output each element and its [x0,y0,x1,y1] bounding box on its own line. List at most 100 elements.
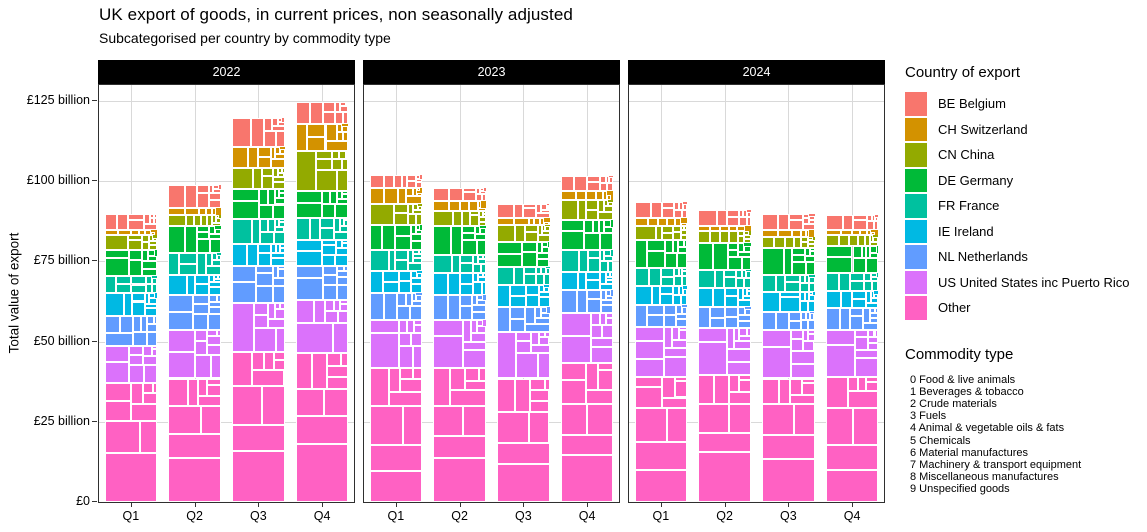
x-tick-mark [587,503,589,507]
gridline-y [99,341,354,343]
treemap-cell [872,281,879,292]
treemap-cell [537,234,550,242]
treemap-cell [870,298,879,303]
treemap-cell [209,286,221,296]
treemap-cell [322,275,338,286]
treemap-cell [840,229,853,235]
treemap-cell [729,403,751,434]
treemap-cell [586,289,602,300]
treemap-cell [811,232,815,235]
treemap-cell [216,255,221,261]
treemap-cell [415,178,422,182]
y-tick-mark [92,420,97,422]
treemap-cell [790,378,803,395]
treemap-cell [736,225,745,231]
treemap-cell [327,376,349,390]
treemap-cell [560,231,585,250]
treemap-cell [149,213,154,219]
treemap-cell [277,168,282,174]
treemap-cell [746,328,751,336]
treemap-cell [186,214,194,227]
treemap-cell [538,336,550,346]
treemap-cell [539,297,550,307]
commodity-legend-items: 0 Food & live animals 1 Beverages & tobac… [910,374,1145,496]
treemap-cell [651,286,661,305]
treemap-cell [728,257,742,271]
treemap-cell [607,199,614,202]
x-tick-label: Q2 [186,509,203,523]
treemap-cell [388,249,396,272]
treemap-cell [476,319,484,327]
treemap-cell [480,201,484,206]
treemap-cell [478,201,481,208]
treemap-cell [857,376,866,392]
treemap-cell [184,226,198,254]
treemap-cell [115,276,132,285]
treemap-cell [275,147,280,154]
treemap-cell [737,230,745,237]
treemap-cell [675,304,682,314]
treemap-cell [852,298,867,308]
treemap-cell [149,235,153,241]
treemap-cell [209,185,214,194]
treemap-cell [510,295,526,307]
treemap-cell [151,232,155,236]
treemap-cell [316,170,338,192]
treemap-cell [728,391,751,404]
treemap-cell [192,295,209,305]
treemap-cell [590,325,603,339]
treemap-cell [825,234,839,247]
treemap-cell [153,383,157,394]
treemap-cell [197,378,208,397]
treemap-cell [211,214,216,223]
treemap-cell [784,236,795,249]
x-tick-mark [724,503,726,507]
treemap-cell [530,378,545,391]
treemap-cell [194,274,210,284]
treemap-cell [852,407,879,445]
treemap-cell [369,470,422,502]
treemap-cell [515,331,531,341]
treemap-cell [410,305,422,320]
treemap-cell [744,230,749,235]
treemap-cell [279,222,285,228]
treemap-cell [415,174,420,179]
treemap-cell [739,328,747,336]
legend-item-label: CN China [938,147,995,163]
treemap-cell [841,291,853,308]
treemap-cell [450,390,486,407]
treemap-cell [408,249,414,263]
treemap-cell [497,241,522,254]
treemap-cell [116,213,129,231]
treemap-cell [282,117,285,123]
treemap-cell [451,254,461,273]
treemap-cell [271,258,285,267]
treemap-cell [873,293,879,299]
treemap-cell [543,221,550,225]
treemap-cell [535,266,542,275]
treemap-cell [840,307,850,330]
treemap-cell [207,336,221,346]
treemap-cell [560,336,591,364]
treemap-cell [186,274,195,296]
treemap-cell [545,218,549,221]
treemap-cell [599,313,606,326]
treemap-cell [738,320,751,329]
treemap-cell [737,288,743,301]
treemap-cell [319,228,334,240]
x-tick-mark [130,503,132,507]
treemap-cell [857,234,865,247]
treemap-cell [875,232,879,235]
treemap-cell [295,217,310,240]
treemap-cell [369,174,384,188]
treemap-cell [684,239,687,248]
treemap-cell [560,271,579,290]
treemap-cell [200,214,207,227]
treemap-cell [497,284,511,307]
treemap-cell [648,217,658,227]
treemap-cell [208,301,221,308]
treemap-cell [874,216,879,222]
x-tick-mark [194,503,196,507]
treemap-cell [459,305,473,320]
treemap-cell [539,218,544,225]
